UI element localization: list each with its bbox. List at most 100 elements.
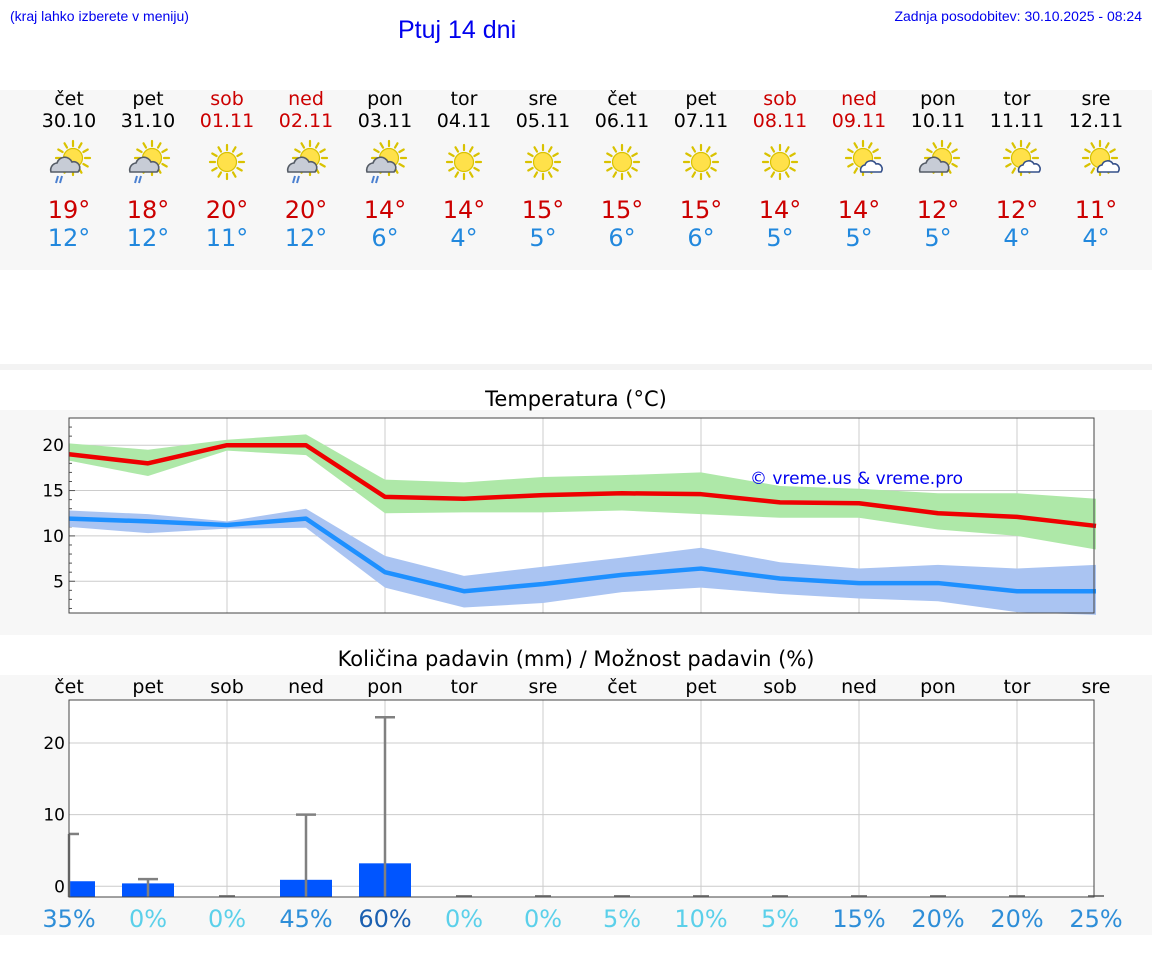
day-column: sob 01.11 20° 11° bbox=[187, 88, 267, 252]
day-column: pet 31.10 18° 12° bbox=[108, 88, 188, 252]
day-date: 12.11 bbox=[1068, 110, 1124, 132]
sun-cloud-icon bbox=[918, 139, 961, 177]
day-date: 31.10 bbox=[120, 110, 176, 132]
precip-probability: 35% bbox=[42, 905, 95, 933]
day-date: 10.11 bbox=[910, 110, 966, 132]
day-column: tor 04.11 14° 4° bbox=[424, 88, 504, 252]
day-min-temp: 6° bbox=[608, 224, 636, 252]
day-name: pon bbox=[367, 88, 403, 110]
precipitation-chart-title: Količina padavin (mm) / Možnost padavin … bbox=[337, 647, 815, 671]
y-tick-label: 15 bbox=[42, 482, 64, 502]
precip-probability: 5% bbox=[761, 905, 799, 933]
divider bbox=[0, 364, 1152, 370]
day-date: 07.11 bbox=[673, 110, 729, 132]
min-temp-line bbox=[68, 516, 1096, 594]
day-min-temp: 5° bbox=[924, 224, 952, 252]
day-max-temp: 12° bbox=[916, 196, 960, 224]
day-date: 04.11 bbox=[436, 110, 492, 132]
x-tick-label: ned bbox=[288, 676, 324, 698]
day-min-temp: 4° bbox=[1082, 224, 1110, 252]
sun-icon bbox=[524, 143, 562, 181]
day-max-temp: 14° bbox=[442, 196, 486, 224]
plot-area bbox=[69, 700, 1094, 897]
x-tick-label: pon bbox=[367, 676, 403, 698]
sun-cloud-rain-icon bbox=[365, 139, 408, 184]
day-column: sre 12.11 11° 4° bbox=[1056, 88, 1136, 252]
day-min-temp: 5° bbox=[766, 224, 794, 252]
precip-probability: 15% bbox=[832, 905, 885, 933]
x-tick-label: tor bbox=[1004, 676, 1031, 698]
day-min-temp: 5° bbox=[529, 224, 557, 252]
day-date: 08.11 bbox=[752, 110, 808, 132]
day-max-temp: 20° bbox=[205, 196, 249, 224]
day-name: čet bbox=[54, 88, 84, 110]
x-tick-label: ned bbox=[841, 676, 877, 698]
precip-probability: 25% bbox=[1069, 905, 1122, 933]
y-tick-label: 20 bbox=[43, 734, 65, 754]
day-name: čet bbox=[607, 88, 637, 110]
forecast-panel bbox=[0, 90, 1152, 270]
day-name: sob bbox=[210, 88, 244, 110]
day-name: pon bbox=[920, 88, 956, 110]
plot-frame bbox=[68, 699, 1095, 898]
day-min-temp: 12° bbox=[284, 224, 328, 252]
day-max-temp: 20° bbox=[284, 196, 328, 224]
x-tick-label: sob bbox=[210, 676, 244, 698]
day-name: ned bbox=[841, 88, 877, 110]
day-date: 09.11 bbox=[831, 110, 887, 132]
min-range-band bbox=[69, 508, 1096, 615]
x-tick-label: čet bbox=[54, 676, 84, 698]
day-column: pon 03.11 14° 6° bbox=[345, 88, 425, 252]
y-tick-label: 10 bbox=[43, 806, 65, 826]
day-name: pet bbox=[132, 88, 164, 110]
max-temp-line bbox=[68, 442, 1097, 529]
sun-small-cloud-icon bbox=[844, 139, 883, 177]
precip-probability: 0% bbox=[445, 905, 483, 933]
day-max-temp: 18° bbox=[126, 196, 170, 224]
temperature-chart: 5 10 15 20 © vreme.us & vreme.pro bbox=[42, 417, 1097, 615]
day-name: sob bbox=[763, 88, 797, 110]
day-name: ned bbox=[288, 88, 324, 110]
day-date: 03.11 bbox=[357, 110, 413, 132]
precip-probability: 5% bbox=[603, 905, 641, 933]
x-tick-label: pet bbox=[132, 676, 163, 698]
last-update: Zadnja posodobitev: 30.10.2025 - 08:24 bbox=[894, 8, 1142, 24]
day-column: tor 11.11 12° 4° bbox=[977, 88, 1057, 252]
precip-probability: 10% bbox=[674, 905, 727, 933]
sun-cloud-rain-icon bbox=[49, 139, 92, 184]
day-date: 06.11 bbox=[594, 110, 650, 132]
day-column: sre 05.11 15° 5° bbox=[503, 88, 583, 252]
precip-probability: 20% bbox=[911, 905, 964, 933]
day-max-temp: 11° bbox=[1074, 196, 1118, 224]
watermark: © vreme.us & vreme.pro bbox=[750, 469, 963, 489]
day-date: 11.11 bbox=[989, 110, 1045, 132]
day-name: tor bbox=[450, 88, 478, 110]
precip-probability: 0% bbox=[524, 905, 562, 933]
day-column: ned 09.11 14° 5° bbox=[819, 88, 899, 252]
precipitation-chart: 0 10 20 čet pet sob ned pon tor sre čet pet sob ned po… bbox=[42, 676, 1122, 933]
sun-icon bbox=[761, 143, 799, 181]
temperature-chart-title: Temperatura (°C) bbox=[485, 387, 667, 411]
day-date: 30.10 bbox=[41, 110, 97, 132]
sun-icon bbox=[208, 143, 246, 181]
day-min-temp: 11° bbox=[205, 224, 249, 252]
sun-icon bbox=[445, 143, 483, 181]
day-min-temp: 4° bbox=[450, 224, 478, 252]
precip-bar bbox=[69, 881, 95, 897]
x-tick-label: tor bbox=[451, 676, 478, 698]
precip-probability: 60% bbox=[358, 905, 411, 933]
precip-probability: 45% bbox=[279, 905, 332, 933]
max-range-band bbox=[69, 434, 1096, 550]
x-tick-label: pet bbox=[685, 676, 716, 698]
day-column: čet 06.11 15° 6° bbox=[582, 88, 662, 252]
day-min-temp: 12° bbox=[47, 224, 91, 252]
day-column: čet 30.10 19° 12° bbox=[29, 88, 109, 252]
day-name: pet bbox=[685, 88, 717, 110]
sun-small-cloud-icon bbox=[1002, 139, 1041, 177]
x-tick-label: sre bbox=[529, 676, 558, 698]
day-min-temp: 5° bbox=[845, 224, 873, 252]
day-min-temp: 4° bbox=[1003, 224, 1031, 252]
precip-probability: 20% bbox=[990, 905, 1043, 933]
day-min-temp: 6° bbox=[371, 224, 399, 252]
day-date: 02.11 bbox=[278, 110, 334, 132]
